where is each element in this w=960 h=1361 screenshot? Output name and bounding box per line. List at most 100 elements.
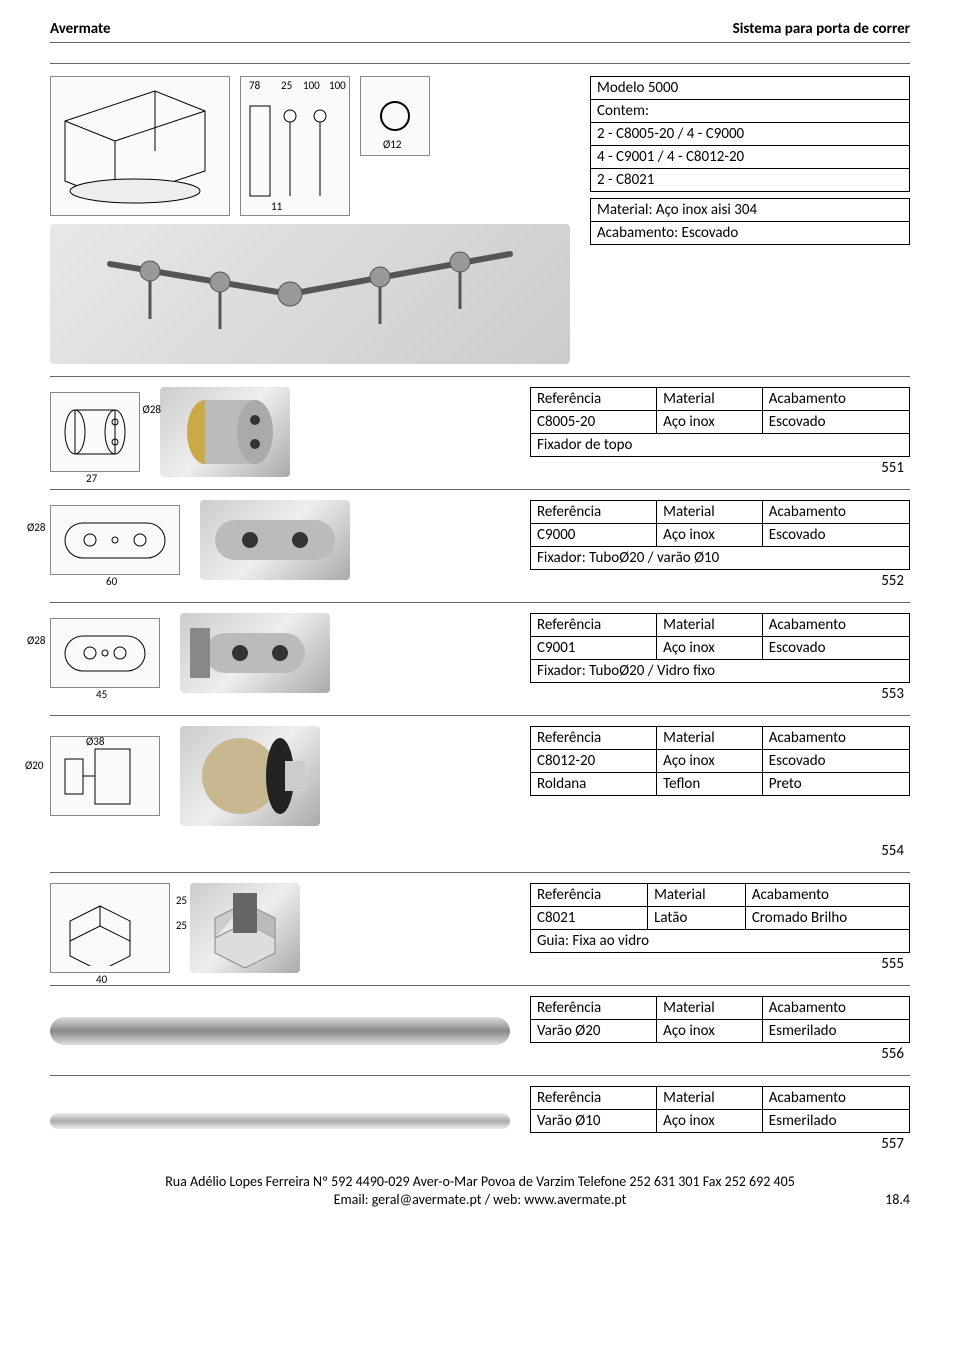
- page-footer: Rua Adélio Lopes Ferreira Nº 592 4490-02…: [50, 1173, 910, 1209]
- num-2: 553: [530, 683, 910, 705]
- header-right: Sistema para porta de correr: [733, 20, 910, 38]
- row-varao20: ReferênciaMaterialAcabamento Varão Ø20Aç…: [50, 986, 910, 1076]
- photo-varao20: [50, 1017, 510, 1045]
- col-mat: Material: [657, 997, 763, 1020]
- col-fin: Acabamento: [762, 727, 909, 750]
- circle-drawing: Ø12: [360, 76, 430, 156]
- col-ref: Referência: [531, 1087, 657, 1110]
- num-0: 551: [530, 457, 910, 479]
- footer-line2: Email: geral@avermate.pt / web: www.aver…: [334, 1191, 627, 1209]
- iso-drawing: [50, 76, 230, 216]
- mat-1: Aço inox: [657, 524, 763, 547]
- spec-c9000: ReferênciaMaterialAcabamento C9000Aço in…: [530, 500, 910, 570]
- col-fin: Acabamento: [762, 997, 909, 1020]
- top-drawings: 78 25 100 100 11 Ø12: [50, 76, 570, 364]
- material-table: Material: Aço inox aisi 304 Acabamento: …: [590, 198, 910, 245]
- desc-0: Fixador de topo: [531, 434, 910, 457]
- model-title: Modelo 5000: [591, 77, 910, 100]
- bar0-fin: Esmerilado: [762, 1020, 909, 1043]
- top-section: 78 25 100 100 11 Ø12: [50, 63, 910, 377]
- dim-100b: 100: [329, 79, 346, 92]
- row-c9001: Ø28 45 ReferênciaMaterialAcabamento C900…: [50, 603, 910, 716]
- col-ref: Referência: [531, 884, 648, 907]
- model-table: Modelo 5000 Contem: 2 - C8005-20 / 4 - C…: [590, 76, 910, 192]
- bar0-num: 556: [530, 1043, 910, 1065]
- bar0-ref: Varão Ø20: [531, 1020, 657, 1043]
- header-left: Avermate: [50, 20, 111, 38]
- row-c9000: Ø28 60 ReferênciaMaterialAcabamento C900…: [50, 490, 910, 603]
- row-c8005: Ø28 27 ReferênciaMaterialAcabamento C800…: [50, 377, 910, 490]
- photo-c9000: [200, 500, 350, 580]
- dim-r3-38: Ø38: [86, 735, 104, 748]
- bar0-mat: Aço inox: [657, 1020, 763, 1043]
- spec-varao10: ReferênciaMaterialAcabamento Varão Ø10Aç…: [530, 1086, 910, 1133]
- dim-r0-28: Ø28: [143, 403, 161, 416]
- desc-1: Fixador: TuboØ20 / varão Ø10: [531, 547, 910, 570]
- row-varao10: ReferênciaMaterialAcabamento Varão Ø10Aç…: [50, 1076, 910, 1165]
- dim-r2-45: 45: [96, 688, 107, 701]
- drawing-c8012: Ø20 Ø38: [50, 736, 160, 816]
- col-ref: Referência: [531, 997, 657, 1020]
- dim-r1-28: Ø28: [27, 521, 45, 534]
- col-ref: Referência: [531, 614, 657, 637]
- bar1-ref: Varão Ø10: [531, 1110, 657, 1133]
- dim-r0-27: 27: [86, 472, 97, 485]
- col-mat: Material: [657, 1087, 763, 1110]
- desc-2: Fixador: TuboØ20 / Vidro fixo: [531, 660, 910, 683]
- drawing-c9001: Ø28 45: [50, 618, 160, 688]
- col-mat: Material: [657, 614, 763, 637]
- dim-r1-60: 60: [106, 575, 117, 588]
- assembly-photo: [50, 224, 570, 364]
- dim-r4-40: 40: [96, 973, 107, 986]
- photo-c8012: [180, 726, 320, 826]
- dim-r4-25b: 25: [176, 919, 187, 932]
- bar1-fin: Esmerilado: [762, 1110, 909, 1133]
- col-mat: Material: [657, 727, 763, 750]
- fin-4: Cromado Brilho: [745, 907, 909, 930]
- ref-4: C8021: [531, 907, 648, 930]
- bar1-num: 557: [530, 1133, 910, 1155]
- dim-12: Ø12: [383, 138, 401, 151]
- col-fin: Acabamento: [762, 614, 909, 637]
- photo-c9001: [180, 613, 330, 693]
- drawing-c9000: Ø28 60: [50, 505, 180, 575]
- model-line1: 2 - C8005-20 / 4 - C9000: [591, 123, 910, 146]
- model-finish: Acabamento: Escovado: [591, 222, 910, 245]
- desc3-ref: Roldana: [531, 773, 657, 796]
- row-c8021: 25 25 40 ReferênciaMaterialAcabamento C8…: [50, 873, 910, 986]
- col-mat: Material: [657, 388, 763, 411]
- spec-varao20: ReferênciaMaterialAcabamento Varão Ø20Aç…: [530, 996, 910, 1043]
- row-c8012: Ø20 Ø38 ReferênciaMaterialAcabamento C80…: [50, 716, 910, 836]
- ref-0: C8005-20: [531, 411, 657, 434]
- dim-78: 78: [249, 79, 260, 92]
- drawing-c8005: Ø28 27: [50, 392, 140, 472]
- col-fin: Acabamento: [762, 388, 909, 411]
- ref-2: C9001: [531, 637, 657, 660]
- num-4: 555: [530, 953, 910, 975]
- footer-page: 18.4: [626, 1191, 910, 1209]
- spec-c9001: ReferênciaMaterialAcabamento C9001Aço in…: [530, 613, 910, 683]
- dim-r3-20: Ø20: [25, 759, 43, 772]
- page-header: Avermate Sistema para porta de correr: [50, 20, 910, 43]
- mat-4: Latão: [648, 907, 746, 930]
- mat-0: Aço inox: [657, 411, 763, 434]
- col-mat: Material: [648, 884, 746, 907]
- num-3: 554: [50, 840, 910, 862]
- dim-r4-25a: 25: [176, 894, 187, 907]
- desc3-mat: Teflon: [657, 773, 763, 796]
- model-line3: 2 - C8021: [591, 169, 910, 192]
- model-contains: Contem:: [591, 100, 910, 123]
- col-fin: Acabamento: [762, 1087, 909, 1110]
- spec-c8005: ReferênciaMaterialAcabamento C8005-20Aço…: [530, 387, 910, 457]
- col-ref: Referência: [531, 727, 657, 750]
- model-info: Modelo 5000 Contem: 2 - C8005-20 / 4 - C…: [590, 76, 910, 251]
- spec-c8012: ReferênciaMaterialAcabamento C8012-20Aço…: [530, 726, 910, 796]
- fin-3: Escovado: [762, 750, 909, 773]
- model-mat: Material: Aço inox aisi 304: [591, 199, 910, 222]
- photo-c8005: [160, 387, 290, 477]
- col-fin: Acabamento: [745, 884, 909, 907]
- num-554-row: 554: [50, 836, 910, 873]
- model-line2: 4 - C9001 / 4 - C8012-20: [591, 146, 910, 169]
- photo-varao10: [50, 1113, 510, 1129]
- fin-0: Escovado: [762, 411, 909, 434]
